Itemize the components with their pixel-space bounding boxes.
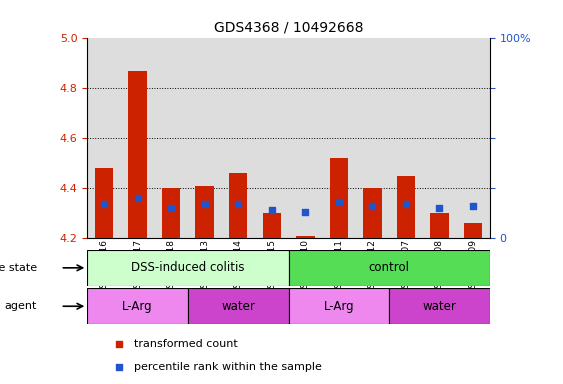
Text: control: control <box>369 262 410 274</box>
Text: disease state: disease state <box>0 263 37 273</box>
Text: water: water <box>221 300 255 313</box>
Bar <box>389 38 423 238</box>
Bar <box>229 173 248 238</box>
Bar <box>154 38 188 238</box>
Point <box>401 201 410 207</box>
Text: L-Arg: L-Arg <box>122 300 153 313</box>
Bar <box>456 38 490 238</box>
Text: DSS-induced colitis: DSS-induced colitis <box>131 262 245 274</box>
Point <box>368 203 377 209</box>
Bar <box>289 38 322 238</box>
Point <box>301 209 310 215</box>
Bar <box>87 38 121 238</box>
Text: water: water <box>423 300 457 313</box>
Bar <box>128 71 147 238</box>
Bar <box>363 188 382 238</box>
Text: percentile rank within the sample: percentile rank within the sample <box>133 362 321 372</box>
Bar <box>464 223 482 238</box>
Point <box>435 205 444 211</box>
Point <box>133 195 142 201</box>
Text: transformed count: transformed count <box>133 339 238 349</box>
FancyBboxPatch shape <box>87 250 289 286</box>
Text: agent: agent <box>5 301 37 311</box>
Point <box>334 199 343 205</box>
Bar <box>430 213 449 238</box>
FancyBboxPatch shape <box>389 288 490 324</box>
Bar <box>296 235 315 238</box>
Point <box>267 207 276 213</box>
Bar <box>195 185 214 238</box>
Bar <box>262 213 281 238</box>
Bar <box>95 168 113 238</box>
Bar <box>255 38 289 238</box>
Point <box>234 201 243 207</box>
Bar <box>121 38 154 238</box>
Bar <box>423 38 456 238</box>
Text: L-Arg: L-Arg <box>324 300 354 313</box>
Bar <box>356 38 389 238</box>
FancyBboxPatch shape <box>87 288 188 324</box>
Bar <box>322 38 356 238</box>
Bar <box>162 188 180 238</box>
Bar <box>188 38 221 238</box>
Title: GDS4368 / 10492668: GDS4368 / 10492668 <box>214 20 363 35</box>
Point <box>115 364 124 370</box>
Bar <box>221 38 255 238</box>
Point <box>167 205 176 211</box>
Bar <box>329 158 348 238</box>
Point <box>115 341 124 347</box>
Point <box>468 203 477 209</box>
Point <box>200 201 209 207</box>
Bar <box>397 175 415 238</box>
Point <box>100 201 109 207</box>
FancyBboxPatch shape <box>289 288 389 324</box>
FancyBboxPatch shape <box>289 250 490 286</box>
FancyBboxPatch shape <box>188 288 289 324</box>
